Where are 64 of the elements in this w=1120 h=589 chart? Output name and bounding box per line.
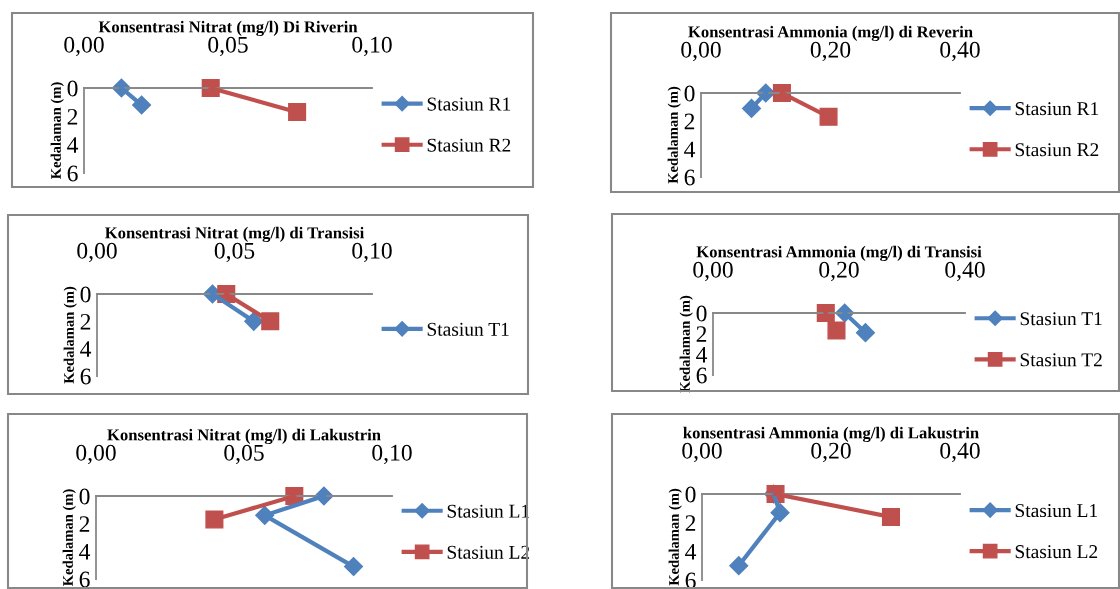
y-tick-label: 2 <box>685 515 696 531</box>
point <box>827 321 846 340</box>
y-tick-label: 2 <box>696 326 707 342</box>
y-tick-label: 4 <box>696 346 708 363</box>
y-tick-label: 4 <box>684 141 696 158</box>
legend-label: Stasiun R2 <box>1015 143 1099 157</box>
legend-label: Stasiun R1 <box>1015 102 1099 116</box>
y-tick-label: 0 <box>696 305 707 322</box>
y-tick-label: 6 <box>696 367 707 384</box>
y-tick-label: 4 <box>79 543 91 560</box>
legend-label: Stasiun T2 <box>1020 353 1102 367</box>
x-tick-label: 0,40 <box>940 41 980 62</box>
chart-title: Konsentrasi Nitrat (mg/l) di Lakustrin <box>107 428 381 445</box>
x-tick-label: 0,40 <box>940 442 980 463</box>
x-tick-label: 0,10 <box>352 242 392 263</box>
y-tick-label: 4 <box>67 137 79 153</box>
x-tick-label: 0,20 <box>811 442 851 463</box>
legend-label: Stasiun T1 <box>427 322 509 336</box>
y-axis-title: Kedalaman (m) <box>667 86 681 184</box>
y-tick-label: 4 <box>80 341 92 357</box>
x-tick-label: 0,05 <box>224 444 264 465</box>
x-tick-label: 0,05 <box>214 242 255 263</box>
y-tick-label: 0 <box>685 486 696 503</box>
x-tick-label: 0,00 <box>682 442 722 463</box>
x-tick-label: 0,00 <box>693 261 733 282</box>
x-tick-label: 0,00 <box>64 36 104 57</box>
x-tick-label: 0,40 <box>945 261 985 282</box>
legend-label: Stasiun R1 <box>427 97 511 111</box>
y-tick-label: 4 <box>685 543 697 560</box>
y-tick-label: 2 <box>684 113 695 130</box>
legend-label: Stasiun R2 <box>427 138 511 152</box>
y-tick-label: 2 <box>80 313 91 330</box>
x-tick-label: 0,00 <box>77 242 117 263</box>
x-tick-label: 0,20 <box>810 41 851 62</box>
y-axis-title: Kedalaman (m) <box>668 488 682 586</box>
chart-title: Konsentrasi Ammonia (mg/l) di Reverin <box>688 25 973 42</box>
y-axis-title: Kedalaman (m) <box>62 489 76 587</box>
x-tick-label: 0,05 <box>208 36 248 57</box>
y-axis-title: Kedalaman (m) <box>679 295 693 393</box>
chart-title: konsentrasi Ammonia (mg/l) di Lakustrin <box>683 426 979 443</box>
y-axis-title: Kedalaman (m) <box>50 82 64 180</box>
legend-label: Stasiun L2 <box>1015 545 1098 559</box>
x-tick-label: 0,10 <box>352 36 392 57</box>
x-tick-label: 0,10 <box>372 444 412 465</box>
legend-label: Stasiun T1 <box>1020 312 1102 326</box>
y-tick-label: 6 <box>80 368 91 385</box>
x-tick-label: 0,00 <box>681 41 721 62</box>
chart-title: Konsentrasi Ammonia (mg/l) di Transisi <box>696 245 982 262</box>
legend-label: Stasiun L1 <box>1015 504 1097 518</box>
y-tick-label: 2 <box>67 108 78 125</box>
y-tick-label: 0 <box>67 80 78 97</box>
chart-title: Konsentrasi Nitrat (mg/l) di Transisi <box>104 226 365 243</box>
y-tick-label: 6 <box>684 169 695 186</box>
point <box>205 510 224 529</box>
y-tick-label: 6 <box>79 571 90 588</box>
x-tick-label: 0,20 <box>819 261 859 282</box>
y-tick-label: 0 <box>79 488 90 505</box>
y-tick-label: 0 <box>684 85 695 102</box>
y-axis-title: Kedalaman (m) <box>63 286 77 384</box>
x-tick-label: 0,00 <box>76 444 116 465</box>
y-tick-label: 0 <box>80 286 91 303</box>
y-tick-label: 6 <box>67 165 78 182</box>
y-tick-label: 2 <box>79 516 90 532</box>
chart-title: Konsentrasi Nitrat (mg/l) Di Riverin <box>98 20 358 37</box>
